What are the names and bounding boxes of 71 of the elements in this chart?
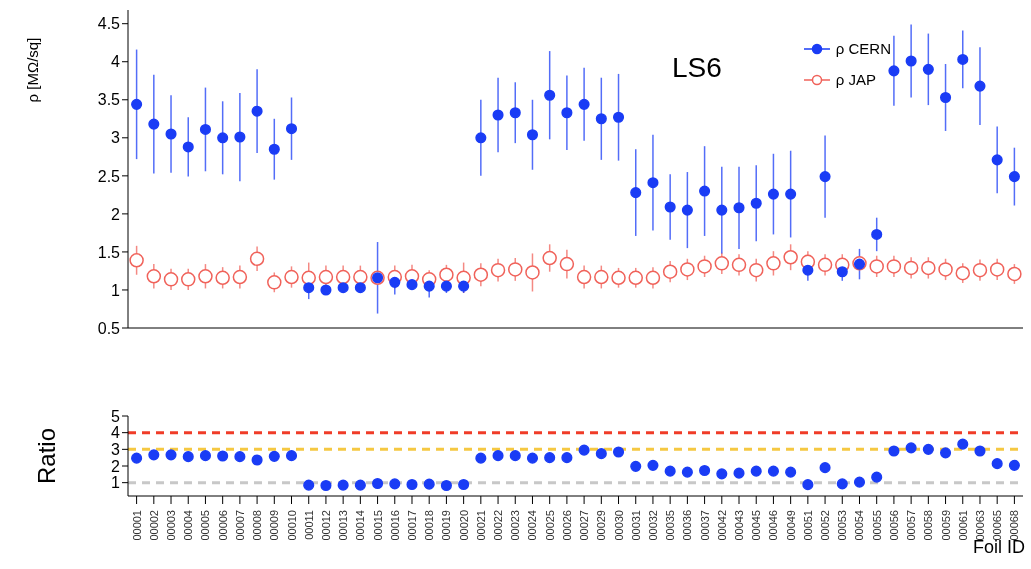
x-tick-label: 00022 [492, 510, 505, 541]
x-tick-label: 00024 [526, 510, 539, 541]
x-tick-label: 00009 [268, 510, 281, 541]
x-tick-label: 00057 [905, 510, 918, 541]
y-tick-label: 2 [111, 205, 121, 223]
x-tick-label: 00016 [388, 510, 401, 541]
x-tick-label: 00063 [973, 510, 986, 541]
x-tick-label: 00065 [991, 510, 1004, 541]
x-tick-label: 00056 [887, 510, 900, 541]
x-tick-label: 00037 [698, 510, 711, 541]
x-tick-label: 00015 [371, 510, 384, 541]
y-tick-label: 0.5 [97, 319, 121, 337]
x-tick-label: 00059 [939, 510, 952, 541]
x-tick-label: 00021 [474, 510, 487, 541]
x-tick-label: 00003 [165, 510, 178, 541]
x-tick-label: 00014 [354, 510, 367, 541]
x-tick-label: 00011 [302, 510, 315, 540]
x-tick-label: 00013 [337, 510, 350, 541]
x-tick-label: 00035 [664, 510, 677, 541]
x-tick-label: 00049 [784, 510, 797, 541]
x-tick-label: 00042 [715, 510, 728, 541]
x-tick-label: 00025 [543, 510, 556, 541]
x-tick-label: 00002 [147, 510, 160, 541]
x-tick-label: 00053 [836, 510, 849, 541]
x-tick-label: 00055 [870, 510, 883, 541]
x-tick-label: 00017 [405, 510, 418, 541]
x-tick-label: 00019 [440, 510, 453, 541]
annotation: LS6 [672, 52, 722, 84]
x-tick-label: 00006 [216, 510, 229, 541]
y-tick-label: 1.5 [97, 243, 121, 261]
x-tick-label: 00068 [1008, 510, 1021, 541]
x-tick-label: 00001 [130, 510, 143, 541]
x-tick-label: 00018 [423, 510, 436, 541]
y-axis-title: Ratio [33, 427, 60, 485]
x-tick-label: 00031 [629, 510, 642, 541]
y-tick-label: 2.5 [97, 167, 121, 185]
x-tick-label: 00030 [612, 510, 625, 541]
x-tick-label: 00023 [509, 510, 522, 541]
x-tick-label: 00032 [646, 510, 659, 541]
x-tick-label: 00052 [819, 510, 832, 541]
x-tick-label: 00043 [733, 510, 746, 541]
x-tick-label: 00004 [182, 510, 195, 541]
y-tick-label: 4 [111, 424, 121, 442]
y-tick-label: 1 [111, 474, 121, 492]
x-tick-label: 00005 [199, 510, 212, 541]
y-tick-label: 4.5 [97, 15, 121, 33]
y-tick-label: 3 [111, 129, 121, 147]
x-tick-label: 00027 [578, 510, 591, 541]
y-tick-label: 3 [111, 441, 121, 459]
legend-label: ρ CERN [835, 40, 891, 57]
y-axis-title: ρ [MΩ/sq] [24, 37, 41, 103]
x-tick-label: 00029 [595, 510, 608, 541]
x-tick-label: 00061 [956, 510, 969, 541]
y-tick-label: 1 [111, 281, 121, 299]
x-tick-label: 00045 [750, 510, 763, 541]
x-tick-label: 00046 [767, 510, 780, 541]
x-tick-label: 00054 [853, 510, 866, 541]
x-tick-label: 00010 [285, 510, 298, 541]
x-tick-label: 00008 [251, 510, 264, 541]
y-tick-label: 4 [111, 53, 121, 71]
legend-label: ρ JAP [835, 71, 877, 88]
x-tick-label: 00026 [560, 510, 573, 541]
x-tick-label: 00051 [801, 510, 814, 541]
y-tick-label: 3.5 [97, 91, 121, 109]
x-tick-label: 00036 [681, 510, 694, 541]
x-tick-label: 00007 [233, 510, 246, 541]
x-tick-label: 00020 [457, 510, 470, 541]
x-tick-label: 00012 [319, 510, 332, 541]
y-tick-label: 5 [111, 407, 121, 425]
x-tick-label: 00058 [922, 510, 935, 541]
y-tick-label: 2 [111, 457, 121, 475]
